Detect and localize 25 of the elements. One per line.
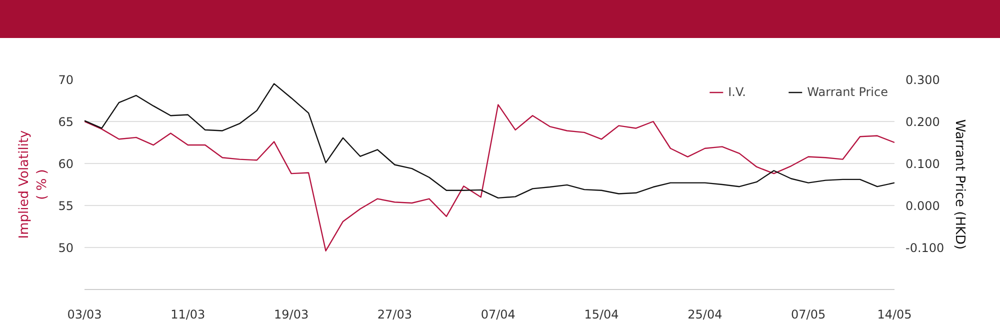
x-tick-label: 19/03 bbox=[274, 308, 309, 322]
y-tick-label: 55 bbox=[58, 199, 74, 213]
y2-axis-title: Warrant Price (HKD) bbox=[952, 119, 968, 250]
y-tick-label: 70 bbox=[58, 73, 74, 87]
x-tick-label: 03/03 bbox=[67, 308, 102, 322]
y-tick-label: 50 bbox=[58, 241, 74, 255]
y2-tick-label: 0.100 bbox=[906, 157, 940, 171]
y-tick-label: 65 bbox=[58, 115, 74, 129]
y2-tick-label: 0.000 bbox=[906, 199, 940, 213]
line-series bbox=[84, 83, 894, 199]
line-series bbox=[84, 104, 894, 252]
y-axis-title: Implied Volatility ( % ) bbox=[17, 130, 50, 239]
x-tick-label: 07/05 bbox=[791, 308, 826, 322]
x-tick-label: 15/04 bbox=[584, 308, 619, 322]
x-tick-label: 07/04 bbox=[480, 308, 516, 322]
x-tick-label: 27/03 bbox=[377, 308, 412, 322]
legend-label: I.V. bbox=[728, 85, 747, 99]
y2-tick-label: 0.300 bbox=[906, 73, 940, 87]
x-tick-label: 25/04 bbox=[688, 308, 722, 322]
y2-tick-label: -0.100 bbox=[906, 241, 944, 255]
x-tick-label: 11/03 bbox=[170, 308, 206, 322]
legend-label: Warrant Price bbox=[807, 85, 888, 99]
x-tick-label: 14/05 bbox=[877, 308, 912, 322]
y-tick-label: 60 bbox=[58, 157, 74, 171]
y2-tick-label: 0.200 bbox=[906, 115, 940, 129]
